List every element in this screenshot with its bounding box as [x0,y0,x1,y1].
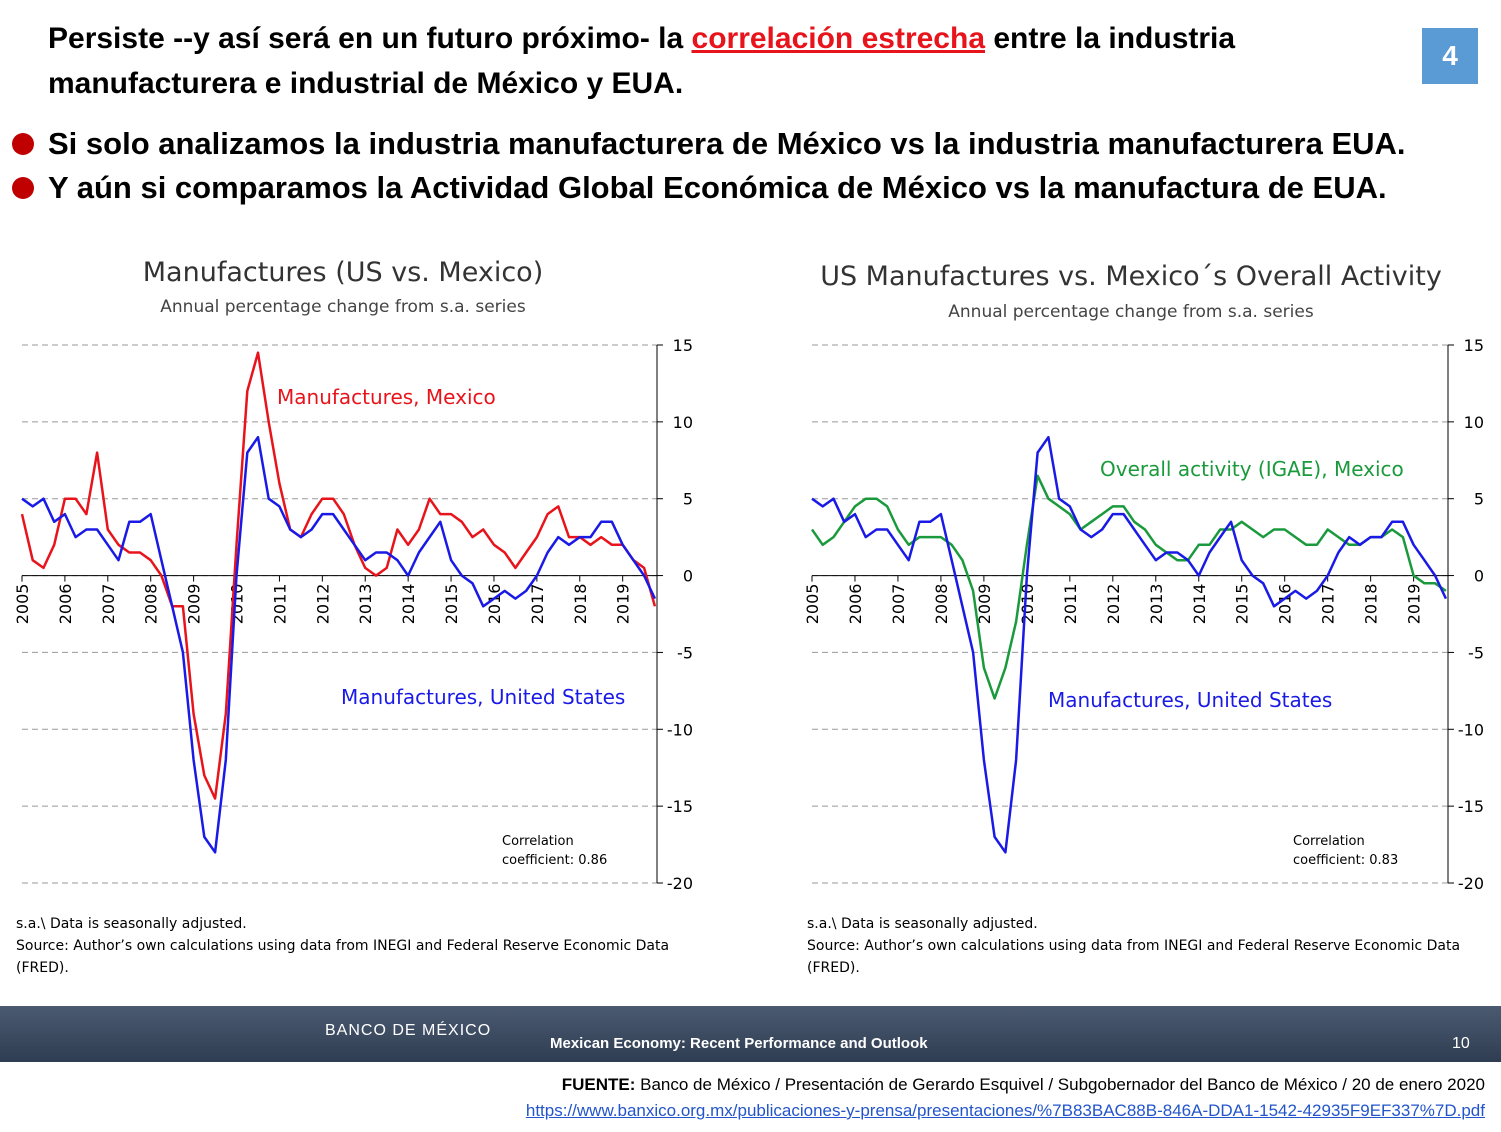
note: s.a.\ Data is seasonally adjusted. [807,916,1038,932]
x-tick-label: 2012 [1104,584,1123,625]
annotation: coefficient: 0.83 [1293,853,1398,868]
x-tick-label: 2018 [571,584,590,625]
y-tick-label: -20 [1458,874,1484,893]
x-tick-label: 2010 [228,584,247,625]
y-tick-label: 0 [1474,567,1484,586]
y-tick-label: -5 [677,643,693,662]
source-text: Banco de México / Presentación de Gerard… [635,1075,1485,1094]
series-line [810,474,1447,700]
series-label: Manufactures, Mexico [277,385,496,409]
chart-title: Manufactures (US vs. Mexico) [143,257,543,288]
x-tick-label: 2009 [185,584,204,625]
series-label: Overall activity (IGAE), Mexico [1100,457,1404,481]
y-tick-label: -5 [1468,643,1484,662]
x-tick-label: 2006 [846,584,865,625]
x-tick-label: 2019 [1405,584,1424,625]
y-tick-label: -15 [667,797,693,816]
y-tick-label: 10 [673,413,693,432]
x-tick-label: 2015 [442,584,461,625]
y-tick-label: 10 [1464,413,1484,432]
y-tick-label: 15 [673,336,693,355]
footer-bar: BANCO DE MÉXICO Mexican Economy: Recent … [0,1006,1501,1062]
x-tick-label: 2011 [270,584,289,625]
presentation-title: Mexican Economy: Recent Performance and … [550,1035,928,1052]
note: (FRED). [16,960,69,976]
bullet: Si solo analizamos la industria manufact… [12,126,1406,162]
y-tick-label: -10 [1458,720,1484,739]
chart-title: US Manufactures vs. Mexico´s Overall Act… [820,261,1442,292]
title-text: entre la industria [985,22,1236,55]
annotation: coefficient: 0.86 [502,853,607,868]
x-tick-label: 2017 [1319,584,1338,625]
x-tick-label: 2008 [932,584,951,625]
y-tick-label: 5 [683,490,693,509]
y-tick-label: 0 [683,567,693,586]
page-number: 4 [1422,28,1478,84]
x-tick-label: 2013 [356,584,375,625]
x-tick-label: 2015 [1233,584,1252,625]
x-tick-label: 2009 [975,584,994,625]
source-link[interactable]: https://www.banxico.org.mx/publicaciones… [525,1101,1485,1120]
bullet-text: Si solo analizamos la industria manufact… [48,126,1406,161]
series-label: Manufactures, United States [1048,688,1332,712]
slide-title: Persiste --y así será en un futuro próxi… [48,16,1235,106]
x-tick-label: 2019 [614,584,633,625]
title-highlight: correlación estrecha [691,22,985,55]
x-tick-label: 2005 [803,584,822,625]
annotation: Correlation [502,834,574,849]
note: Source: Author’s own calculations using … [807,938,1460,954]
annotation: Correlation [1293,834,1365,849]
series-label: Manufactures, United States [341,685,625,709]
y-tick-label: 15 [1464,336,1484,355]
x-tick-label: 2014 [399,584,418,625]
x-tick-label: 2007 [889,584,908,625]
x-tick-label: 2011 [1061,584,1080,625]
bullet: Y aún si comparamos la Actividad Global … [12,170,1387,206]
logo: BANCO DE MÉXICO [325,1022,492,1039]
source-label: FUENTE: [561,1075,636,1094]
y-tick-label: -20 [667,874,693,893]
x-tick-label: 2008 [142,584,161,625]
chart-subtitle: Annual percentage change from s.a. serie… [948,302,1314,322]
x-tick-label: 2014 [1190,584,1209,625]
x-tick-label: 2012 [313,584,332,625]
charts: Manufactures (US vs. Mexico) Annual perce… [13,257,1484,976]
x-tick-label: 2013 [1147,584,1166,625]
x-tick-label: 2010 [1018,584,1037,625]
note: (FRED). [807,960,860,976]
x-tick-label: 2006 [56,584,75,625]
note: Source: Author’s own calculations using … [16,938,669,954]
bullet-text: Y aún si comparamos la Actividad Global … [48,170,1387,205]
source: FUENTE: Banco de México / Presentación d… [526,1072,1485,1124]
slide-number: 10 [1452,1035,1470,1052]
x-tick-label: 2017 [528,584,547,625]
x-tick-label: 2007 [99,584,118,625]
series-line [20,351,657,800]
chart-subtitle: Annual percentage change from s.a. serie… [160,297,526,317]
title-text: Persiste --y así será en un futuro próxi… [48,22,692,55]
y-tick-label: -10 [667,720,693,739]
series-line [811,435,1448,854]
series-line [21,435,657,854]
title-text: manufacturera e industrial de México y E… [48,67,684,100]
x-tick-label: 2005 [13,584,32,625]
x-tick-label: 2018 [1362,584,1381,625]
y-tick-label: -15 [1458,797,1484,816]
note: s.a.\ Data is seasonally adjusted. [16,916,247,932]
y-tick-label: 5 [1474,490,1484,509]
